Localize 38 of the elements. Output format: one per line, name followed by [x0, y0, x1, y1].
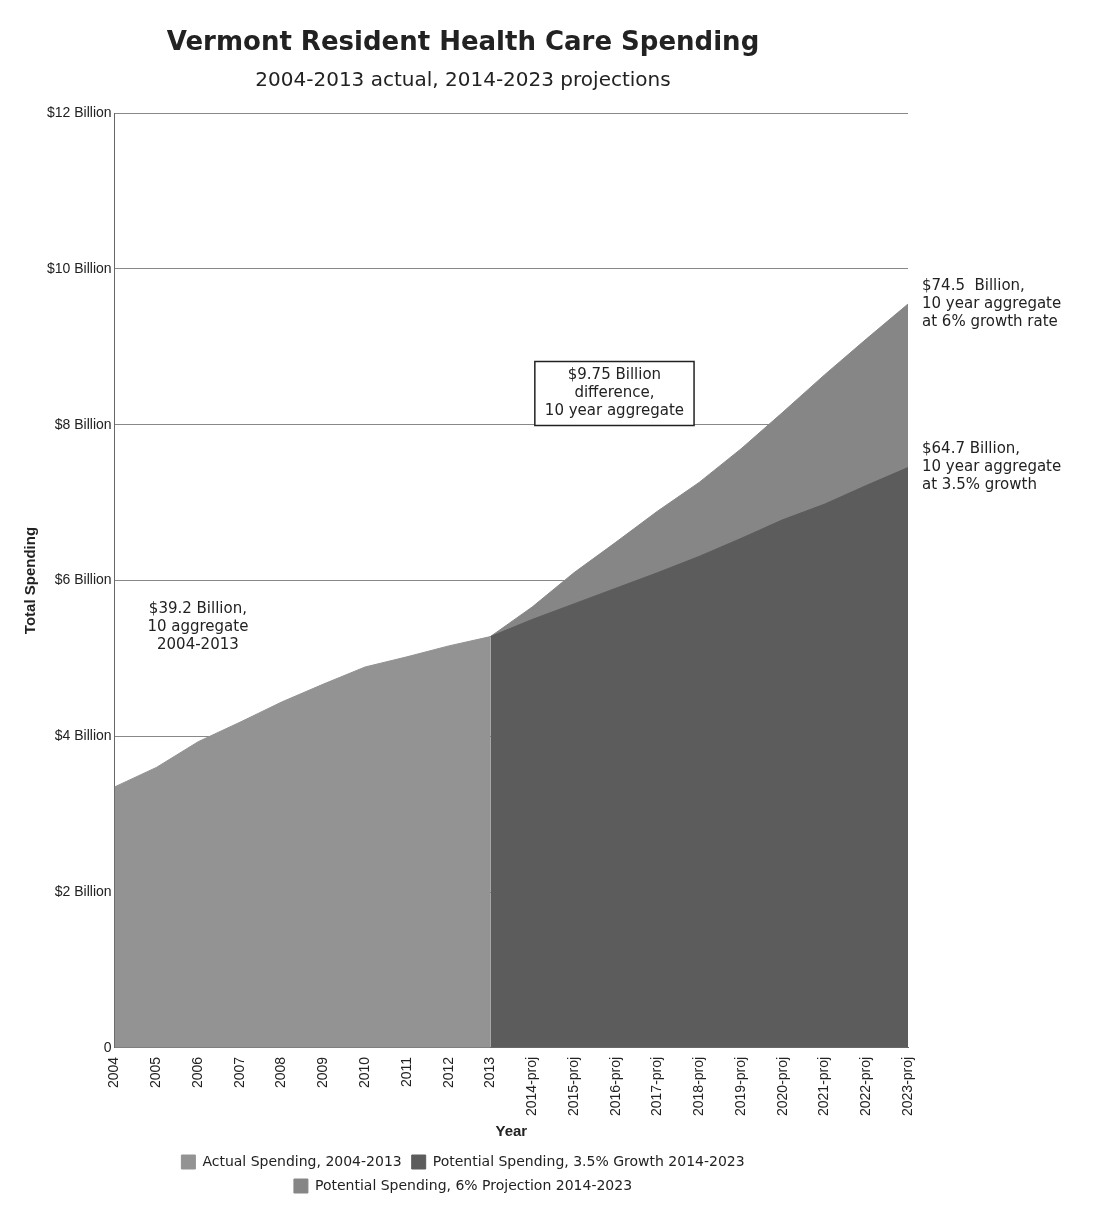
y-axis-title: Total Spending [21, 526, 39, 635]
x-tick-label: 2014-proj [523, 1056, 540, 1116]
x-tick-label: 2004 [105, 1056, 122, 1088]
x-tick-label: 2008 [272, 1056, 289, 1088]
annotation: $39.2 Billion, 10 aggregate 2004-2013 [147, 599, 249, 654]
y-tick-label: 0 [103, 1038, 112, 1055]
annotation: $74.5 Billion, 10 year aggregate at 6% growth rate [922, 275, 1062, 330]
y-tick-label: $2 Billion [54, 882, 112, 899]
y-tick-label: $4 Billion [54, 727, 112, 744]
chart-title: Vermont Resident Health Care Spending [166, 26, 760, 57]
x-tick-label: 2022-proj [857, 1056, 874, 1116]
x-tick-label: 2011 [397, 1056, 414, 1087]
y-tick-label: $12 Billion [46, 104, 112, 121]
legend-label: Potential Spending, 6% Projection 2014-2023 [314, 1176, 633, 1193]
x-tick-label: 2005 [147, 1056, 164, 1088]
annotation: $9.75 Billion difference, 10 year aggregate [544, 365, 685, 420]
legend-label: Potential Spending, 3.5% Growth 2014-2023 [432, 1152, 745, 1169]
x-tick-label: 2021-proj [815, 1056, 832, 1116]
x-tick-label: 2016-proj [606, 1056, 623, 1116]
x-tick-label: 2010 [356, 1056, 373, 1088]
x-tick-label: 2017-proj [648, 1056, 665, 1116]
x-tick-label: 2012 [439, 1056, 456, 1088]
y-tick-label: $8 Billion [54, 415, 112, 432]
x-tick-label: 2007 [230, 1056, 247, 1088]
x-tick-label: 2006 [188, 1056, 205, 1088]
legend-label: Actual Spending, 2004-2013 [202, 1152, 402, 1169]
y-tick-label: $6 Billion [54, 571, 112, 588]
x-tick-label: 2023-proj [898, 1056, 915, 1116]
y-tick-label: $10 Billion [46, 259, 112, 276]
x-axis-title: Year [495, 1122, 528, 1140]
x-tick-label: 2015-proj [564, 1056, 581, 1116]
x-tick-label: 2018-proj [690, 1056, 707, 1116]
annotation: $64.7 Billion, 10 year aggregate at 3.5% growth [922, 439, 1062, 494]
x-tick-label: 2013 [481, 1056, 498, 1088]
x-tick-label: 2019-proj [731, 1056, 748, 1116]
x-tick-label: 2020-proj [773, 1056, 790, 1116]
chart-subtitle: 2004-2013 actual, 2014-2023 projections [255, 67, 671, 92]
x-tick-label: 2009 [314, 1056, 331, 1088]
